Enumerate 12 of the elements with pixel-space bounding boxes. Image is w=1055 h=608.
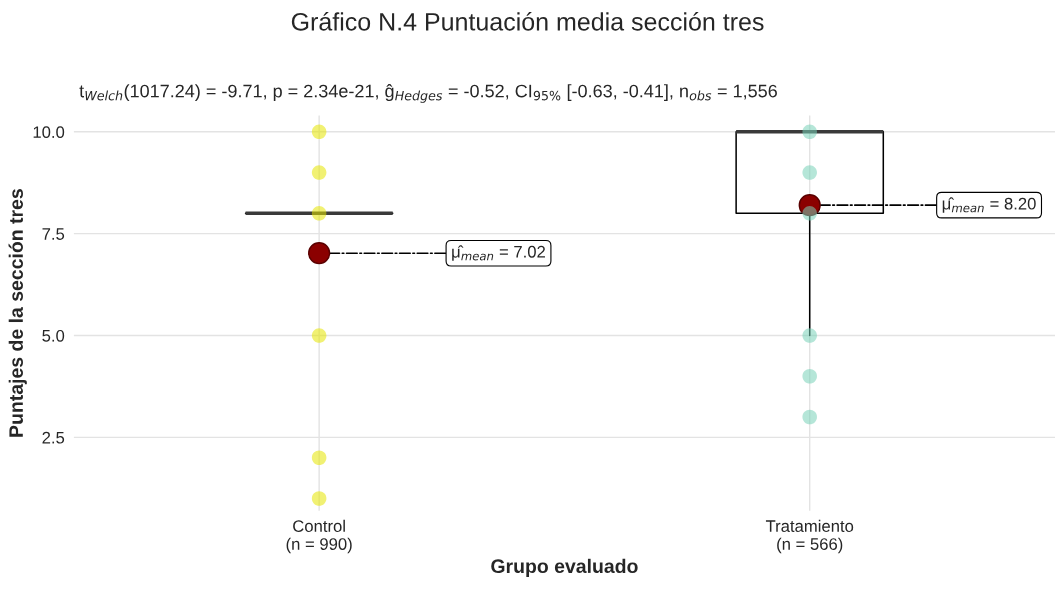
chart-title: Gráfico N.4 Puntuación media sección tres [291,11,764,31]
y-tick-label: 7.5 [42,228,65,240]
y-tick-label: 2.5 [42,431,65,444]
y-tick-label: 5.0 [42,329,65,342]
x-axis-title: Grupo evaluado [491,558,638,577]
text: t$_{Welch}$(1017.24) = -9.71, p = 2.34e-21, ĝ$_{Hedges}$ = -0.52, CI$_{95%}$ [-0.63, -0.41], n$_{obs}$ = 1,556 [79,84,777,103]
annotation: μ̂$_{mean}$ = 8.20 [942,197,1036,213]
annotation: μ̂$_{mean}$ = 7.02 [452,245,545,261]
y-tick-label: 10.0 [33,126,65,139]
y-axis-title: Puntajes de la sección tres [8,189,27,437]
x-tick-label: Tratamiento (n = 566) [765,519,854,554]
x-tick-label: Control (n = 990) [286,519,352,554]
